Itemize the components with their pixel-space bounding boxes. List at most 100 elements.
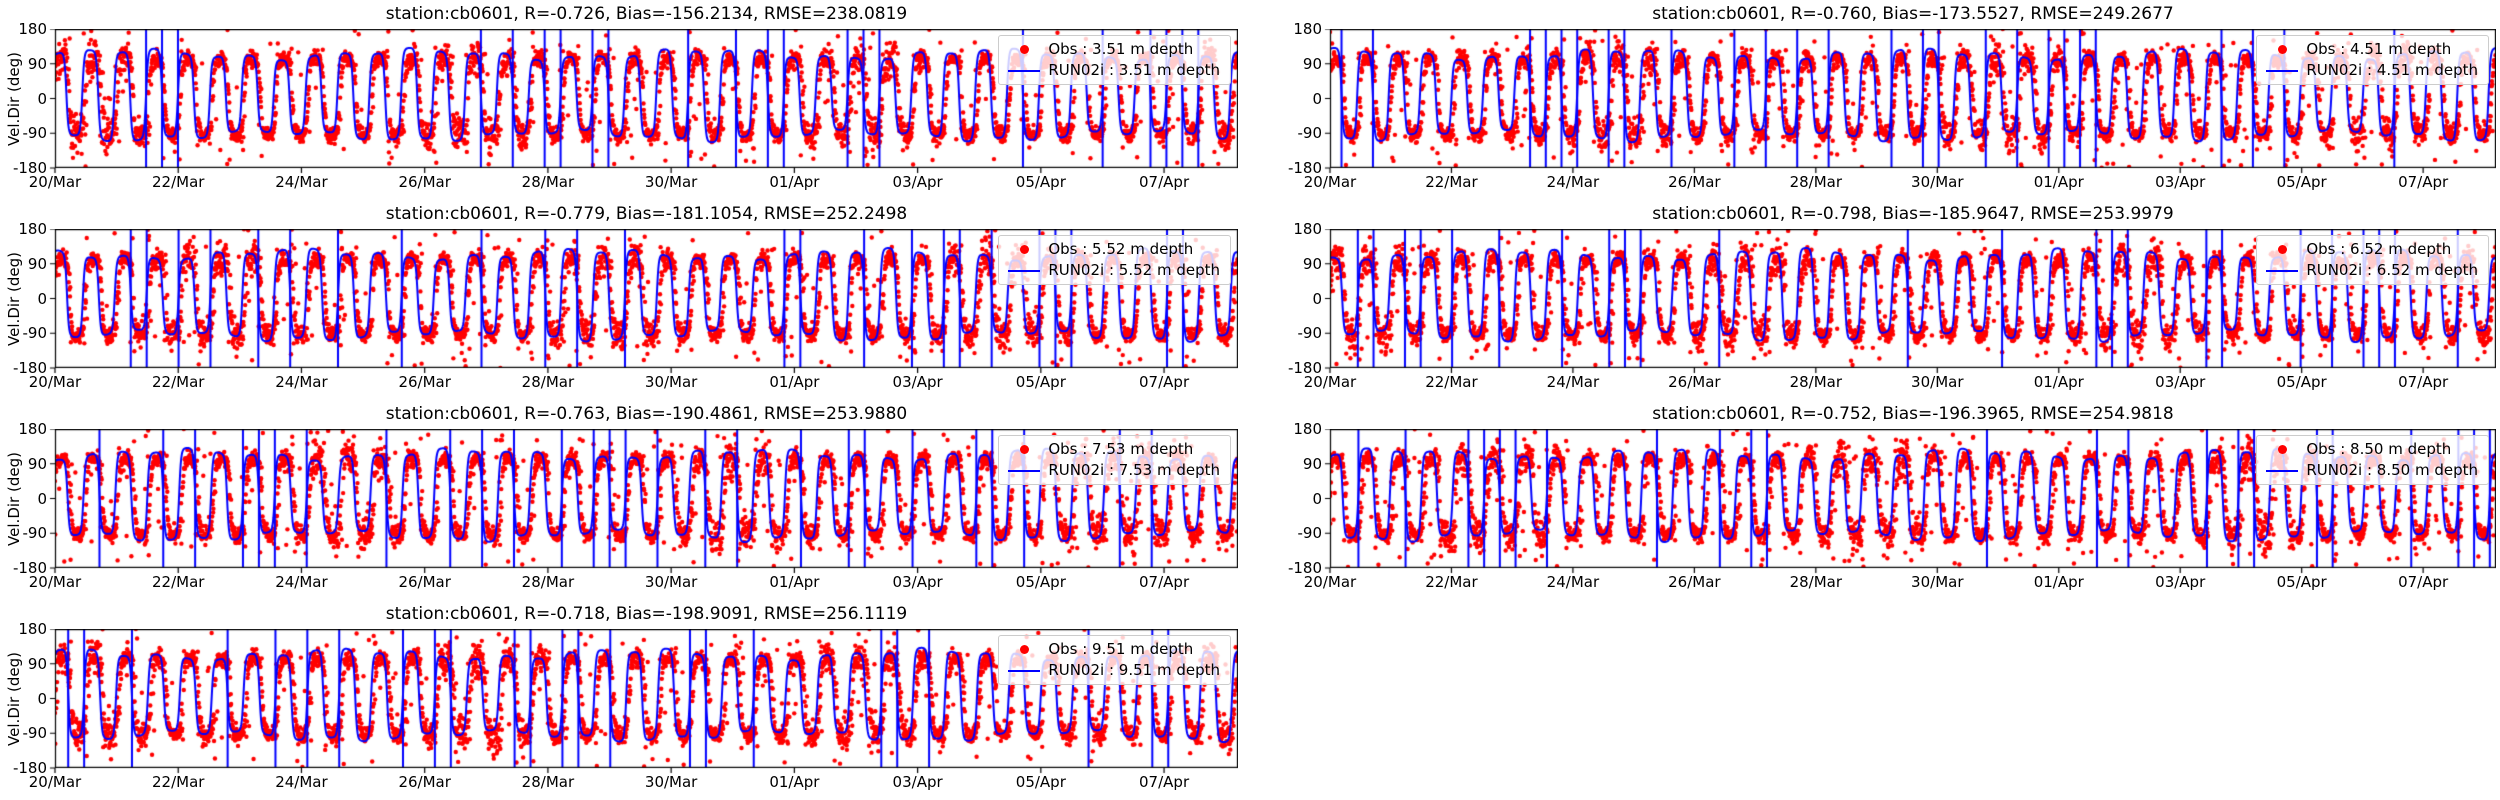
- x-tick-label: 26/Mar: [398, 173, 451, 191]
- x-tick-label: 07/Apr: [1139, 373, 1190, 391]
- x-tick-label: 28/Mar: [1789, 173, 1843, 191]
- x-tick-label: 28/Mar: [521, 773, 575, 791]
- x-tick-label: 05/Apr: [2276, 173, 2327, 191]
- subplot-title: station:cb0601, R=-0.798, Bias=-185.9647…: [1652, 204, 2174, 224]
- x-tick-label: 05/Apr: [1015, 373, 1066, 391]
- x-tick-label: 01/Apr: [769, 373, 820, 391]
- x-tick-label: 01/Apr: [2033, 573, 2084, 591]
- legend-model-label: RUN02i : 9.51 m depth: [1048, 661, 1220, 679]
- x-tick-label: 22/Mar: [151, 373, 205, 391]
- legend: Obs : 6.52 m depth RUN02i : 6.52 m depth: [2256, 235, 2489, 285]
- x-tick-label: 22/Mar: [151, 773, 205, 791]
- subplot-title: station:cb0601, R=-0.726, Bias=-156.2134…: [385, 4, 908, 24]
- obs-marker-icon: [1019, 445, 1029, 454]
- x-tick-label: 26/Mar: [1668, 173, 1721, 191]
- x-tick-label: 05/Apr: [1015, 573, 1066, 591]
- subplot-title: station:cb0601, R=-0.752, Bias=-196.3965…: [1652, 404, 2174, 424]
- legend-entry-model: RUN02i : 9.51 m depth: [1007, 662, 1220, 679]
- y-tick-label: -90: [1297, 124, 1323, 143]
- y-tick-label: 0: [1312, 489, 1322, 508]
- legend-entry-model: RUN02i : 3.51 m depth: [1007, 62, 1220, 79]
- x-tick-label: 20/Mar: [1303, 173, 1357, 191]
- x-tick-label: 24/Mar: [1546, 173, 1600, 191]
- y-tick-label: 180: [18, 20, 47, 38]
- x-tick-label: 01/Apr: [769, 573, 820, 591]
- obs-marker-icon: [2277, 45, 2287, 54]
- y-tick-label: -180: [12, 759, 47, 777]
- legend-entry-obs: Obs : 9.51 m depth: [1007, 641, 1220, 658]
- y-tick-label: 180: [18, 220, 47, 238]
- legend-obs-label: Obs : 5.52 m depth: [1048, 240, 1194, 258]
- x-tick-label: 07/Apr: [1139, 573, 1190, 591]
- y-tick-label: 0: [37, 489, 47, 508]
- subplot-depth-3-51: station:cb0601, R=-0.726, Bias=-156.2134…: [0, 0, 1250, 200]
- model-marker-icon: [1008, 469, 1041, 472]
- x-tick-label: 03/Apr: [2155, 173, 2206, 191]
- legend-obs-label: Obs : 4.51 m depth: [2306, 40, 2452, 58]
- y-tick-label: -180: [1287, 559, 1322, 577]
- y-tick-label: 0: [37, 289, 47, 308]
- x-tick-label: 28/Mar: [521, 573, 575, 591]
- y-tick-label: 90: [27, 254, 47, 273]
- y-tick-label: 0: [37, 689, 47, 708]
- subplot-title: station:cb0601, R=-0.718, Bias=-198.9091…: [385, 604, 908, 624]
- legend: Obs : 8.50 m depth RUN02i : 8.50 m depth: [2256, 435, 2489, 485]
- legend-entry-obs: Obs : 6.52 m depth: [2265, 241, 2478, 258]
- x-tick-label: 26/Mar: [398, 573, 451, 591]
- model-marker-icon: [1008, 669, 1041, 672]
- x-tick-label: 01/Apr: [2033, 373, 2084, 391]
- x-tick-label: 24/Mar: [1546, 573, 1600, 591]
- y-tick-label: 90: [1302, 254, 1322, 273]
- x-tick-label: 28/Mar: [1789, 573, 1843, 591]
- x-tick-label: 05/Apr: [2276, 573, 2327, 591]
- x-tick-label: 30/Mar: [644, 573, 698, 591]
- x-tick-label: 03/Apr: [892, 173, 943, 191]
- x-tick-label: 20/Mar: [28, 773, 82, 791]
- y-tick-label: 0: [1312, 289, 1322, 308]
- y-tick-label: 90: [27, 654, 47, 673]
- x-tick-label: 30/Mar: [1911, 373, 1964, 391]
- model-marker-icon: [2266, 469, 2299, 472]
- x-tick-label: 03/Apr: [892, 773, 943, 791]
- x-tick-label: 28/Mar: [521, 173, 575, 191]
- x-tick-label: 07/Apr: [2398, 373, 2449, 391]
- subplot-depth-8-50: station:cb0601, R=-0.752, Bias=-196.3965…: [1250, 400, 2500, 600]
- x-tick-label: 24/Mar: [275, 573, 328, 591]
- legend-entry-obs: Obs : 5.52 m depth: [1007, 241, 1220, 258]
- model-marker-icon: [2266, 269, 2299, 272]
- legend-model-label: RUN02i : 3.51 m depth: [1048, 61, 1220, 79]
- obs-marker-icon: [1019, 45, 1029, 54]
- x-tick-label: 22/Mar: [151, 173, 205, 191]
- legend-entry-model: RUN02i : 6.52 m depth: [2265, 262, 2478, 279]
- x-tick-label: 03/Apr: [2155, 573, 2206, 591]
- legend-entry-model: RUN02i : 5.52 m depth: [1007, 262, 1220, 279]
- y-tick-label: -180: [12, 559, 47, 577]
- subplot-depth-7-53: station:cb0601, R=-0.763, Bias=-190.4861…: [0, 400, 1250, 600]
- legend-entry-obs: Obs : 4.51 m depth: [2265, 41, 2478, 58]
- x-tick-label: 30/Mar: [1911, 573, 1964, 591]
- y-tick-label: -90: [22, 724, 48, 743]
- model-marker-icon: [1008, 269, 1041, 272]
- x-tick-label: 26/Mar: [398, 373, 451, 391]
- subplot-depth-4-51: station:cb0601, R=-0.760, Bias=-173.5527…: [1250, 0, 2500, 200]
- y-tick-label: -90: [22, 524, 48, 543]
- legend-obs-label: Obs : 8.50 m depth: [2306, 440, 2452, 458]
- x-tick-label: 30/Mar: [644, 173, 698, 191]
- subplot-depth-5-52: station:cb0601, R=-0.779, Bias=-181.1054…: [0, 200, 1250, 400]
- x-tick-label: 07/Apr: [1139, 773, 1190, 791]
- x-tick-label: 22/Mar: [1425, 373, 1478, 391]
- obs-marker-icon: [2277, 245, 2287, 254]
- legend-obs-label: Obs : 7.53 m depth: [1048, 440, 1194, 458]
- x-tick-label: 20/Mar: [28, 573, 82, 591]
- x-tick-label: 03/Apr: [892, 373, 943, 391]
- x-tick-label: 20/Mar: [1303, 573, 1357, 591]
- legend-model-label: RUN02i : 6.52 m depth: [2306, 261, 2478, 279]
- x-tick-label: 07/Apr: [2398, 573, 2449, 591]
- subplot-depth-9-51: station:cb0601, R=-0.718, Bias=-198.9091…: [0, 600, 1250, 800]
- y-tick-label: -90: [22, 324, 48, 343]
- legend-entry-model: RUN02i : 7.53 m depth: [1007, 462, 1220, 479]
- x-tick-label: 07/Apr: [1139, 173, 1190, 191]
- y-tick-label: 90: [27, 54, 47, 73]
- legend-entry-obs: Obs : 3.51 m depth: [1007, 41, 1220, 58]
